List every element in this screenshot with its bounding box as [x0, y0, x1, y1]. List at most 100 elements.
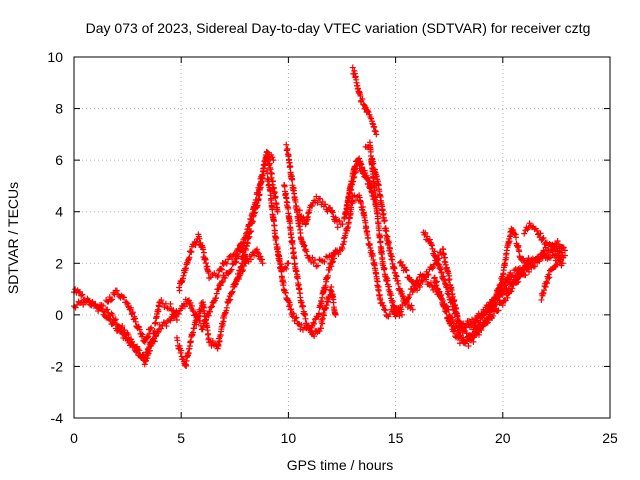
data-point	[561, 247, 568, 254]
data-point	[170, 307, 177, 314]
data-point	[251, 252, 258, 259]
data-point	[123, 335, 130, 342]
data-point	[93, 303, 100, 310]
data-point	[455, 335, 462, 342]
data-point	[213, 290, 220, 297]
data-point	[456, 325, 463, 332]
x-tick-label: 0	[70, 430, 78, 446]
data-point	[430, 264, 437, 271]
data-point	[424, 233, 431, 240]
data-point	[107, 317, 114, 324]
data-point	[329, 258, 336, 265]
data-point	[221, 274, 228, 281]
data-point	[410, 279, 417, 286]
axis-ticks	[73, 56, 611, 419]
data-point	[432, 254, 439, 261]
data-point	[109, 312, 116, 319]
data-point	[222, 275, 229, 282]
data-point	[172, 311, 179, 318]
y-tick-label: 6	[55, 152, 63, 168]
data-point	[195, 313, 202, 320]
data-point	[317, 303, 324, 310]
data-point	[493, 301, 500, 308]
data-point	[205, 270, 212, 277]
data-point	[495, 307, 502, 314]
data-point	[142, 354, 149, 361]
data-point	[463, 324, 470, 331]
data-point	[522, 272, 529, 279]
data-point	[559, 252, 566, 259]
data-point	[419, 278, 426, 285]
data-point	[468, 316, 475, 323]
data-point	[307, 327, 314, 334]
series-track-l	[343, 155, 376, 218]
x-tick-label: 15	[388, 430, 404, 446]
data-point	[158, 297, 165, 304]
y-axis-label: SDTVAR / TECUs	[5, 182, 21, 294]
data-point	[141, 361, 148, 368]
data-point	[269, 154, 276, 161]
data-point	[383, 228, 390, 235]
data-point	[525, 255, 532, 262]
data-point	[158, 325, 165, 332]
data-point	[425, 271, 432, 278]
data-point	[74, 301, 81, 308]
data-point	[174, 337, 181, 344]
data-point	[418, 277, 425, 284]
data-point	[233, 278, 240, 285]
data-point	[233, 251, 240, 258]
data-point	[113, 287, 120, 294]
data-point	[235, 274, 242, 281]
data-point	[529, 260, 536, 267]
data-point	[556, 259, 563, 266]
data-point	[227, 267, 234, 274]
data-point	[189, 307, 196, 313]
data-point	[155, 329, 162, 336]
data-point	[316, 311, 323, 318]
data-point	[398, 306, 405, 313]
data-point	[138, 330, 145, 337]
data-point	[166, 317, 173, 324]
data-point	[475, 331, 482, 338]
data-point	[408, 302, 415, 309]
data-point	[130, 341, 137, 348]
data-point	[106, 315, 113, 322]
data-point	[289, 176, 296, 183]
data-point	[453, 310, 460, 317]
data-point	[274, 208, 281, 215]
grid-lines	[74, 57, 610, 418]
data-point	[539, 236, 546, 243]
data-point	[422, 274, 429, 281]
x-axis-label: GPS time / hours	[287, 457, 394, 473]
data-point	[336, 217, 343, 224]
data-point	[496, 297, 503, 304]
data-point	[178, 347, 185, 354]
data-point	[311, 320, 318, 327]
data-point	[449, 300, 456, 307]
data-point	[399, 311, 406, 318]
data-point	[362, 169, 369, 176]
data-point	[215, 272, 222, 279]
data-point	[332, 247, 339, 254]
data-point	[146, 330, 153, 337]
data-point	[381, 217, 388, 224]
data-point	[368, 115, 375, 122]
data-point	[374, 278, 381, 285]
data-point	[92, 302, 99, 309]
data-point	[208, 304, 215, 311]
data-point	[414, 287, 421, 294]
data-point	[374, 213, 381, 220]
data-point	[146, 344, 153, 351]
data-point	[186, 254, 193, 261]
data-point	[237, 264, 244, 271]
x-tick-label: 10	[281, 430, 297, 446]
data-point	[317, 195, 324, 202]
data-point	[209, 337, 216, 344]
data-point	[229, 256, 236, 263]
data-point	[510, 226, 517, 233]
data-point	[554, 245, 561, 252]
series-track-c	[103, 287, 155, 345]
data-point	[403, 267, 410, 274]
data-point	[192, 242, 199, 249]
data-point	[149, 336, 156, 343]
